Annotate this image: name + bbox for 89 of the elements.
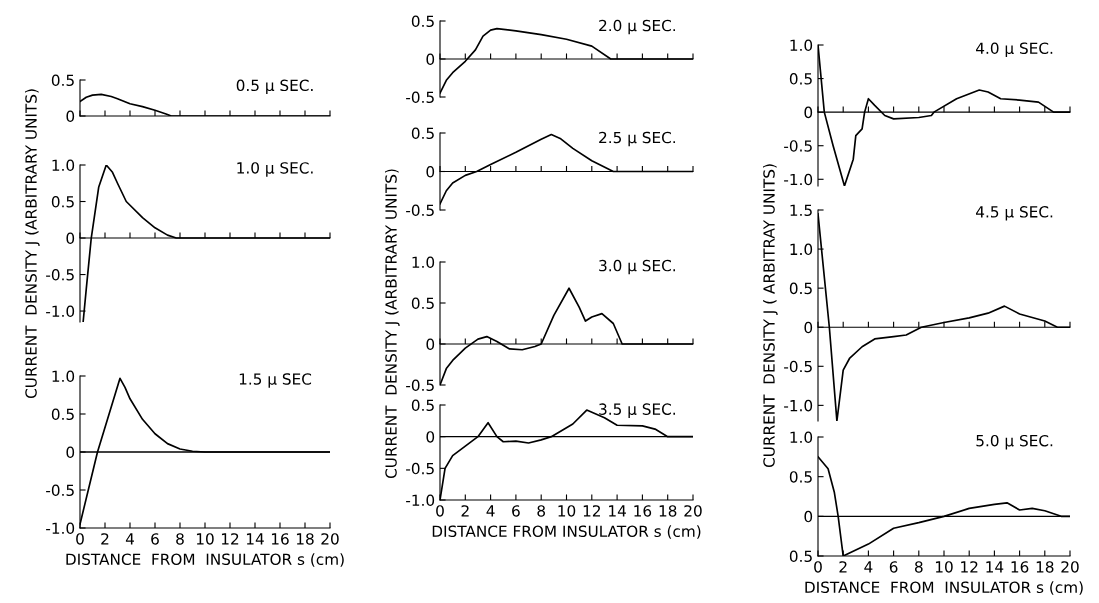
x-tick-label: 12: [961, 561, 978, 573]
y-tick-label: 1.0: [52, 370, 75, 383]
y-tick-label: 0.5: [789, 282, 812, 295]
x-tick-label: 12: [221, 533, 239, 545]
chart-title: 3.5 μ SEC.: [599, 403, 675, 418]
y-tick-label: 0.5: [51, 74, 74, 87]
y-axis-title: CURRENT DENSITY J (ARBITRARY UNITS): [385, 169, 400, 479]
x-tick-label: 4: [125, 533, 134, 545]
y-axis-title: CURRENT DENSITY J (ARBITRARY UNITS): [25, 89, 40, 399]
y-tick-label: 0: [804, 106, 813, 119]
y-tick-label: -0.5: [46, 269, 74, 281]
x-tick-label: 20: [684, 505, 702, 517]
x-tick-label: 6: [889, 561, 898, 573]
chart-title: 2.0 μ SEC.: [599, 19, 675, 35]
y-tick-label: 0: [66, 110, 75, 123]
x-tick-label: 10: [196, 533, 214, 545]
chart-title: 1.0 μ SEC.: [237, 162, 313, 177]
y-tick-label: 0: [66, 232, 75, 245]
x-tick-label: 0: [814, 561, 822, 573]
x-tick-label: 4: [864, 561, 873, 573]
x-tick-label: 12: [583, 505, 600, 517]
y-tick-label: 0.5: [51, 195, 74, 208]
x-tick-label: 18: [659, 505, 677, 517]
y-tick-label: 0.5: [411, 15, 434, 28]
x-tick-label: 10: [558, 505, 576, 517]
y-tick-label: 1.0: [790, 431, 813, 444]
chart-title: 2.5 μ SEC.: [599, 131, 675, 147]
y-tick-label: 0: [66, 446, 75, 459]
y-tick-label: 1.0: [790, 39, 813, 52]
y-tick-label: 0.5: [411, 399, 434, 412]
chart-title: 3.0 μ SEC.: [599, 259, 675, 275]
y-tick-label: 0: [426, 165, 435, 178]
x-tick-label: 8: [176, 533, 184, 545]
chart-title: 4.5 μ SEC.: [976, 206, 1053, 221]
x-tick-label: 2: [839, 561, 847, 573]
y-tick-label: 0.5: [411, 127, 434, 140]
x-tick-label: 18: [296, 533, 314, 545]
x-tick-label: 8: [914, 561, 923, 573]
x-tick-label: 6: [512, 505, 520, 517]
y-tick-label: -1.0: [784, 399, 813, 412]
x-tick-label: 0: [436, 505, 444, 517]
y-tick-label: -1.0: [46, 305, 75, 318]
x-tick-label: 16: [634, 505, 652, 517]
chart-title: 5.0 μ SEC.: [976, 434, 1053, 450]
y-tick-label: 0: [804, 321, 813, 334]
y-tick-label: -0.5: [46, 484, 74, 497]
y-tick-label: 0: [426, 338, 435, 351]
x-tick-label: 2: [101, 533, 109, 545]
x-tick-label: 6: [151, 533, 159, 545]
y-tick-label: 0.5: [411, 297, 434, 310]
x-tick-label: 10: [935, 561, 953, 573]
y-tick-label: 0.5: [789, 471, 812, 483]
x-axis-title: DISTANCE FROM INSULATOR s (cm): [432, 525, 701, 539]
y-tick-label: 1.0: [412, 256, 435, 269]
y-tick-label: 1.0: [52, 159, 75, 172]
y-tick-label: -0.5: [406, 379, 434, 392]
y-tick-label: -1.0: [406, 494, 435, 507]
y-tick-label: 0.5: [789, 550, 812, 563]
x-tick-label: 14: [986, 561, 1004, 573]
x-tick-label: 18: [1036, 561, 1054, 573]
x-tick-label: 0: [76, 533, 84, 545]
y-tick-label: 1.5: [790, 204, 812, 217]
y-tick-label: -0.5: [784, 360, 812, 373]
x-tick-label: 20: [321, 533, 339, 545]
x-tick-label: 20: [1061, 561, 1079, 573]
chart-title: 1.5 μ SEC: [239, 373, 312, 388]
x-tick-label: 16: [271, 533, 289, 545]
y-tick-label: 0: [426, 53, 435, 66]
chart-title: 0.5 μ SEC.: [236, 79, 313, 95]
x-tick-label: 8: [537, 505, 546, 517]
x-tick-label: 14: [246, 533, 264, 545]
y-tick-label: -0.5: [406, 462, 434, 475]
y-tick-label: -1.0: [46, 522, 75, 535]
y-tick-label: 0: [426, 431, 435, 443]
y-tick-label: -0.5: [406, 204, 434, 217]
x-tick-label: 2: [461, 505, 469, 517]
x-axis-title: DISTANCE FROM INSULATOR s (cm): [805, 581, 1083, 595]
x-tick-label: 16: [1011, 561, 1029, 573]
y-tick-label: -0.5: [406, 91, 434, 104]
x-tick-label: 14: [609, 505, 626, 517]
chart-title: 4.0 μ SEC.: [976, 42, 1053, 57]
y-tick-label: -0.5: [784, 140, 812, 152]
x-axis-title: DISTANCE FROM INSULATOR s (cm): [66, 553, 344, 567]
x-tick-label: 4: [486, 505, 495, 517]
y-tick-label: -1.0: [784, 173, 813, 186]
y-tick-label: 0.5: [51, 408, 74, 421]
y-axis-title: CURRENT DENSITY J ( ARBITRAY UNITS): [763, 164, 778, 468]
y-tick-label: 1.0: [790, 243, 813, 256]
y-tick-label: 0.5: [789, 73, 812, 85]
